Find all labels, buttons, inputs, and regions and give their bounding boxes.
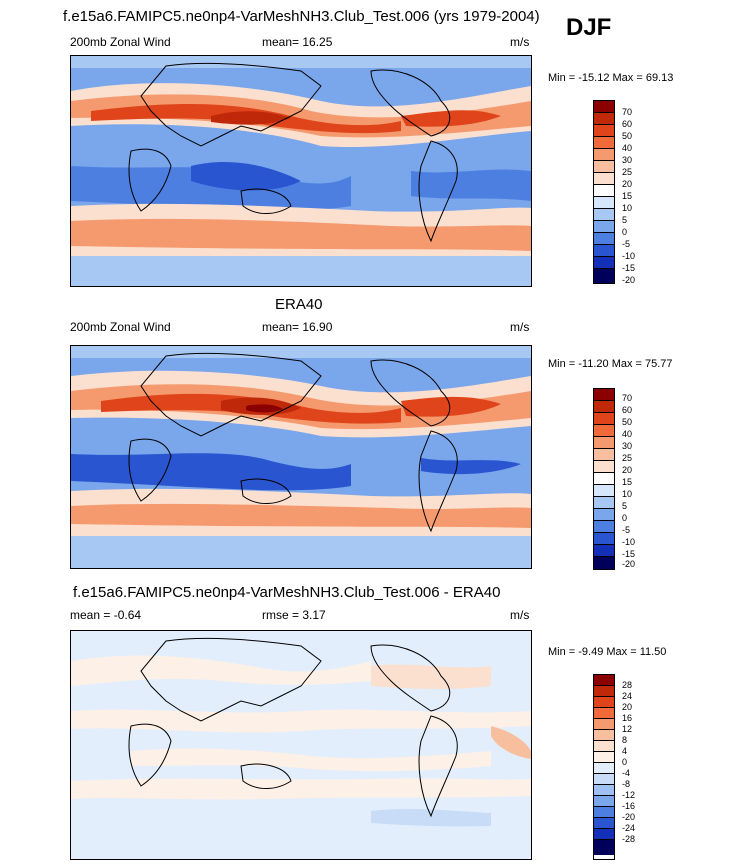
panel1-cb-label: 50 bbox=[622, 131, 633, 141]
panel2-map bbox=[70, 345, 532, 569]
panel1-cb-label: 25 bbox=[622, 167, 633, 177]
panel1-cb-label: 30 bbox=[622, 155, 633, 165]
panel3-cb-label: 24 bbox=[622, 691, 633, 701]
season-label: DJF bbox=[566, 14, 612, 41]
panel1-map bbox=[70, 55, 532, 287]
panel1-cb-label: -10 bbox=[622, 251, 636, 261]
panel3-cb-label: -20 bbox=[622, 812, 636, 822]
panel1-cb-label: -5 bbox=[622, 239, 631, 249]
panel1-cb-label: 20 bbox=[622, 179, 633, 189]
panel2-field-label: 200mb Zonal Wind bbox=[70, 320, 171, 334]
panel3-cb-label: -12 bbox=[622, 790, 636, 800]
panel1-cb-label: 0 bbox=[622, 227, 628, 237]
panel3-cb-label: 8 bbox=[622, 735, 628, 745]
panel1-mean-label: mean= 16.25 bbox=[262, 35, 333, 49]
panel1-cb-label: 40 bbox=[622, 143, 633, 153]
panel3-rmse-label: rmse = 3.17 bbox=[262, 608, 326, 622]
panel3-cb-label: 12 bbox=[622, 724, 633, 734]
panel1-minmax: Min = -15.12 Max = 69.13 bbox=[548, 72, 674, 84]
panel3-mean-label: mean = -0.64 bbox=[70, 608, 142, 622]
panel3-cb-label: -8 bbox=[622, 779, 631, 789]
panel2-cb-label: 50 bbox=[622, 417, 633, 427]
panel3-minmax: Min = -9.49 Max = 11.50 bbox=[548, 646, 667, 658]
panel2-cb-label: 25 bbox=[622, 453, 633, 463]
panel2-cb-label: 15 bbox=[622, 477, 633, 487]
panel3-cb-label: 20 bbox=[622, 702, 633, 712]
panel2-cb-label: 10 bbox=[622, 489, 633, 499]
panel3-colorbar bbox=[593, 674, 615, 860]
panel2-minmax: Min = -11.20 Max = 75.77 bbox=[548, 358, 673, 370]
panel1-cb-label: 5 bbox=[622, 215, 628, 225]
panel3-cb-label: 16 bbox=[622, 713, 633, 723]
panel3-cb-label: 28 bbox=[622, 680, 633, 690]
panel1-cb-label: 15 bbox=[622, 191, 633, 201]
panel2-title: ERA40 bbox=[275, 296, 323, 313]
panel2-cb-label: 20 bbox=[622, 465, 633, 475]
panel1-units-label: m/s bbox=[510, 35, 530, 49]
panel3-cb-label: -16 bbox=[622, 801, 636, 811]
panel2-cb-label: 0 bbox=[622, 513, 628, 523]
panel2-cb-label: -10 bbox=[622, 537, 636, 547]
panel2-colorbar bbox=[593, 388, 615, 570]
panel1-cb-label: -20 bbox=[622, 275, 636, 285]
panel2-cb-label: 70 bbox=[622, 393, 633, 403]
panel1-cb-label: 60 bbox=[622, 119, 633, 129]
panel2-cb-label: -20 bbox=[622, 559, 636, 569]
panel3-cb-label: 4 bbox=[622, 746, 628, 756]
panel3-map bbox=[70, 630, 532, 860]
panel2-cb-label: 5 bbox=[622, 501, 628, 511]
panel3-cb-label: 0 bbox=[622, 757, 628, 767]
panel2-cb-label: 60 bbox=[622, 405, 633, 415]
panel2-units-label: m/s bbox=[510, 320, 530, 334]
panel1-cb-label: -15 bbox=[622, 263, 636, 273]
panel3-cb-label: -4 bbox=[622, 768, 631, 778]
panel2-cb-label: 30 bbox=[622, 441, 633, 451]
panel1-title: f.e15a6.FAMIPC5.ne0np4-VarMeshNH3.Club_T… bbox=[63, 8, 540, 25]
panel3-cb-label: -28 bbox=[622, 834, 636, 844]
panel3-units-label: m/s bbox=[510, 608, 530, 622]
panel2-cb-label: -15 bbox=[622, 549, 636, 559]
panel2-cb-label: 40 bbox=[622, 429, 633, 439]
panel1-colorbar bbox=[593, 100, 615, 284]
panel1-cb-label: 70 bbox=[622, 107, 633, 117]
panel2-mean-label: mean= 16.90 bbox=[262, 320, 333, 334]
panel1-cb-label: 10 bbox=[622, 203, 633, 213]
panel1-field-label: 200mb Zonal Wind bbox=[70, 35, 171, 49]
panel3-title: f.e15a6.FAMIPC5.ne0np4-VarMeshNH3.Club_T… bbox=[73, 584, 501, 601]
panel3-cb-label: -24 bbox=[622, 823, 636, 833]
panel2-cb-label: -5 bbox=[622, 525, 631, 535]
